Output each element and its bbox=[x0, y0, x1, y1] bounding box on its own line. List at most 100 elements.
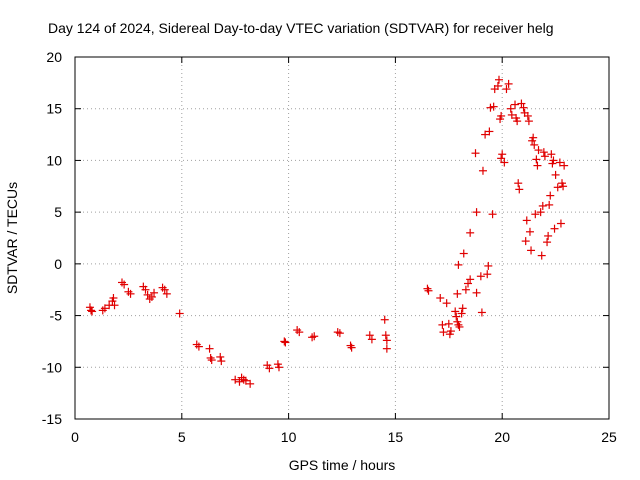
data-point bbox=[464, 279, 473, 288]
data-point bbox=[446, 327, 455, 336]
data-point bbox=[500, 158, 509, 167]
data-point bbox=[550, 224, 559, 233]
data-point bbox=[502, 85, 511, 94]
data-point bbox=[527, 246, 536, 255]
data-point bbox=[158, 283, 167, 292]
data-point bbox=[347, 343, 356, 352]
data-point bbox=[537, 251, 546, 260]
data-point bbox=[477, 308, 486, 317]
data-point bbox=[488, 210, 497, 219]
data-point bbox=[497, 154, 506, 163]
data-point bbox=[530, 140, 539, 149]
data-point bbox=[511, 100, 520, 109]
data-point bbox=[87, 306, 96, 315]
data-point bbox=[231, 375, 240, 384]
data-point bbox=[451, 307, 460, 316]
data-point bbox=[438, 320, 447, 329]
y-tick-label: 15 bbox=[46, 101, 62, 117]
data-point bbox=[274, 363, 283, 372]
data-point bbox=[194, 342, 203, 351]
x-tick-label: 10 bbox=[281, 429, 297, 445]
y-axis-label: SDTVAR / TECUs bbox=[4, 182, 20, 294]
data-point bbox=[540, 152, 549, 161]
data-point bbox=[560, 161, 569, 170]
data-point bbox=[246, 379, 255, 388]
data-point bbox=[539, 148, 548, 157]
data-point bbox=[436, 293, 445, 302]
x-tick-label: 15 bbox=[388, 429, 404, 445]
data-point bbox=[455, 322, 464, 331]
data-point bbox=[160, 285, 169, 294]
data-point bbox=[493, 81, 502, 90]
x-tick-label: 20 bbox=[494, 429, 510, 445]
data-point bbox=[497, 111, 506, 120]
data-point bbox=[423, 284, 432, 293]
data-point bbox=[507, 110, 516, 119]
data-point bbox=[145, 295, 154, 304]
data-point bbox=[461, 285, 470, 294]
data-point bbox=[335, 329, 344, 338]
data-point bbox=[265, 364, 274, 373]
axis-ticks bbox=[74, 56, 610, 420]
data-point bbox=[523, 111, 532, 120]
data-point bbox=[543, 238, 552, 247]
data-point bbox=[454, 260, 463, 269]
data-point bbox=[235, 377, 244, 386]
y-tick-label: 5 bbox=[54, 204, 62, 220]
grid bbox=[75, 57, 609, 419]
data-point bbox=[506, 104, 515, 113]
data-point bbox=[534, 146, 543, 155]
data-point bbox=[365, 331, 374, 340]
data-point bbox=[466, 275, 475, 284]
data-point bbox=[367, 335, 376, 344]
data-point bbox=[485, 127, 494, 136]
data-point bbox=[333, 328, 342, 337]
data-point bbox=[531, 210, 540, 219]
x-axis-label: GPS time / hours bbox=[289, 457, 396, 473]
data-point bbox=[452, 312, 461, 321]
tick-labels: 0 5 10 15 20 25 -15 -10 -5 0 5 10 15 20 bbox=[42, 49, 617, 445]
data-point bbox=[536, 208, 545, 217]
data-point bbox=[466, 228, 475, 237]
data-point bbox=[381, 331, 390, 340]
y-tick-label: 10 bbox=[46, 152, 62, 168]
data-point bbox=[529, 133, 538, 142]
data-point bbox=[515, 185, 524, 194]
data-point bbox=[513, 117, 522, 126]
x-tick-label: 25 bbox=[601, 429, 617, 445]
data-point bbox=[241, 376, 250, 385]
data-point bbox=[216, 352, 225, 361]
x-tick-label: 0 bbox=[71, 429, 79, 445]
data-point bbox=[442, 299, 451, 308]
data-point bbox=[120, 280, 129, 289]
data-point bbox=[98, 306, 107, 315]
data-point bbox=[545, 200, 554, 209]
data-point bbox=[459, 249, 468, 258]
data-point bbox=[280, 337, 289, 346]
data-point bbox=[476, 272, 485, 281]
data-point bbox=[444, 319, 453, 328]
data-point bbox=[504, 79, 513, 88]
data-point bbox=[380, 315, 389, 324]
data-point bbox=[143, 290, 152, 299]
data-point bbox=[207, 356, 216, 365]
data-point bbox=[124, 287, 133, 296]
data-point bbox=[549, 156, 558, 165]
data-point bbox=[478, 166, 487, 175]
data-point bbox=[483, 270, 492, 279]
data-point bbox=[117, 278, 126, 287]
data-point bbox=[147, 292, 156, 301]
data-point bbox=[514, 179, 523, 188]
data-point bbox=[489, 102, 498, 111]
data-point bbox=[100, 304, 109, 313]
data-point bbox=[382, 336, 391, 345]
data-point bbox=[532, 155, 541, 164]
data-point bbox=[206, 353, 215, 362]
data-point bbox=[551, 170, 560, 179]
data-point bbox=[524, 117, 533, 126]
data-point bbox=[522, 216, 531, 225]
data-point bbox=[109, 293, 118, 302]
data-point bbox=[555, 158, 564, 167]
data-point bbox=[205, 344, 214, 353]
